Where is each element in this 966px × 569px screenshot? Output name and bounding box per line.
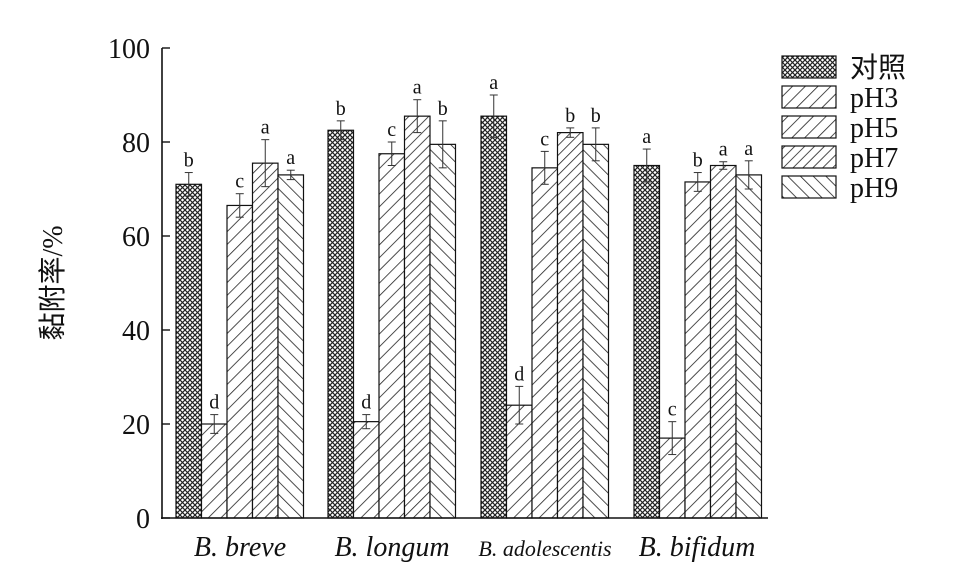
- significance-label: b: [565, 105, 575, 127]
- bar: [684, 181, 712, 519]
- significance-label: c: [235, 171, 244, 193]
- significance-label: b: [693, 150, 703, 172]
- bar: [277, 174, 305, 519]
- significance-label: a: [286, 147, 295, 169]
- significance-label: d: [361, 392, 371, 414]
- bar: [633, 164, 661, 519]
- significance-label: a: [642, 126, 651, 148]
- significance-label: b: [336, 98, 346, 120]
- significance-label: a: [744, 138, 753, 160]
- significance-label: b: [184, 150, 194, 172]
- significance-label: b: [438, 98, 448, 120]
- bar: [327, 129, 355, 519]
- bar: [735, 174, 763, 519]
- y-tick-label: 60: [122, 222, 150, 253]
- bar: [378, 153, 406, 519]
- significance-label: c: [540, 128, 549, 150]
- legend-swatch: [781, 175, 837, 199]
- significance-label: c: [387, 119, 396, 141]
- legend-swatch: [781, 115, 837, 139]
- x-category-label: B. breve: [194, 532, 286, 563]
- significance-label: a: [261, 117, 270, 139]
- legend-label: 对照: [850, 52, 906, 84]
- y-tick-label: 20: [122, 410, 150, 441]
- bar: [200, 423, 228, 519]
- significance-label: d: [514, 363, 524, 385]
- legend-label: pH5: [850, 113, 898, 144]
- x-category-label: B. longum: [334, 532, 449, 563]
- bar: [709, 164, 737, 519]
- significance-label: d: [209, 392, 219, 414]
- significance-label: a: [719, 139, 728, 161]
- significance-label: b: [591, 105, 601, 127]
- bar: [251, 162, 279, 519]
- significance-label: c: [668, 399, 677, 421]
- bar: [480, 115, 508, 519]
- significance-label: a: [489, 72, 498, 94]
- x-axis: B. breve B. longum B. adolescentis B. bifid…: [161, 517, 768, 563]
- bar: [429, 143, 457, 519]
- x-category-label: B. bifidum: [639, 532, 756, 563]
- y-tick-label: 80: [122, 128, 150, 159]
- legend-swatch: [781, 85, 837, 109]
- y-axis-title: 黏附率/%: [37, 225, 69, 340]
- bar: [531, 167, 559, 519]
- legend-swatch: [781, 145, 837, 169]
- legend-label: pH3: [850, 83, 898, 114]
- bar: [352, 421, 380, 519]
- y-tick-label: 0: [136, 504, 150, 535]
- y-axis: 0 20 40 60 80 100: [108, 34, 170, 535]
- legend-label: pH7: [850, 143, 898, 174]
- y-tick-label: 100: [108, 34, 150, 65]
- bar: [582, 143, 610, 519]
- bar: [403, 115, 431, 519]
- x-category-label: B. adolescentis: [478, 536, 611, 561]
- legend-swatch: [781, 55, 837, 79]
- bar: [226, 204, 254, 519]
- significance-label: a: [413, 77, 422, 99]
- bar: [556, 132, 584, 519]
- y-tick-label: 40: [122, 316, 150, 347]
- bar: [175, 183, 203, 519]
- legend-label: pH9: [850, 173, 898, 204]
